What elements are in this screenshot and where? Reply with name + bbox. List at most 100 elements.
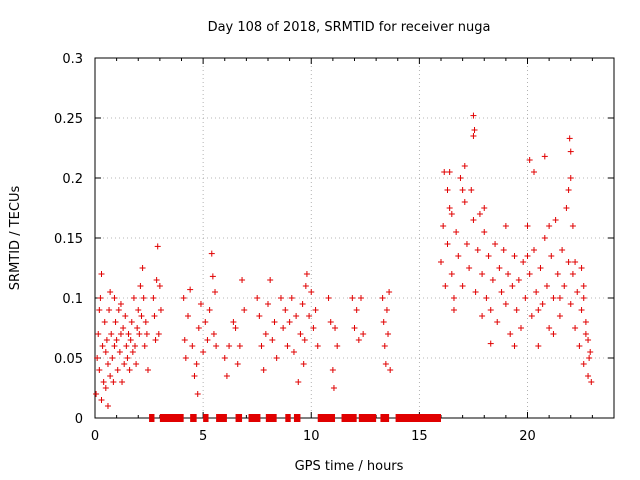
data-point (330, 385, 337, 391)
x-tick-label: 20 (519, 429, 536, 444)
data-point (448, 271, 455, 277)
data-point (312, 307, 319, 313)
data-point (273, 355, 280, 361)
data-point (130, 295, 137, 301)
data-point (535, 307, 542, 313)
data-point (520, 259, 527, 265)
data-point (530, 247, 537, 253)
data-point (123, 343, 130, 349)
data-point (96, 367, 103, 373)
data-point (260, 367, 267, 373)
data-point (453, 229, 460, 235)
data-point (455, 253, 462, 259)
data-point (471, 127, 478, 133)
data-point (379, 295, 386, 301)
data-point (303, 271, 310, 277)
data-point (509, 283, 516, 289)
data-point (522, 295, 529, 301)
data-point (98, 397, 105, 403)
data-point (100, 379, 107, 385)
data-point (114, 367, 121, 373)
data-point (481, 229, 488, 235)
data-point (221, 355, 228, 361)
y-tick-label: 0.2 (62, 172, 83, 187)
data-point (485, 253, 492, 259)
data-point (466, 265, 473, 271)
data-point (578, 265, 585, 271)
data-point (96, 307, 103, 313)
data-point (543, 283, 550, 289)
data-point (153, 277, 160, 283)
data-point (541, 235, 548, 241)
data-point (580, 283, 587, 289)
data-point (448, 211, 455, 217)
data-point (119, 379, 126, 385)
data-point (133, 361, 140, 367)
data-point (210, 331, 217, 337)
data-point (474, 247, 481, 253)
data-point (129, 349, 136, 355)
data-point (271, 319, 278, 325)
coverage-marker (190, 414, 197, 422)
data-point (103, 337, 110, 343)
data-point (585, 373, 592, 379)
data-point (193, 361, 200, 367)
data-point (136, 331, 143, 337)
data-point (154, 243, 161, 250)
data-point (116, 349, 123, 355)
data-point (470, 133, 477, 139)
data-point (459, 283, 466, 289)
data-point (526, 271, 533, 277)
data-point (483, 295, 490, 301)
data-point (290, 349, 297, 355)
data-point (511, 343, 518, 349)
data-point (134, 325, 141, 331)
data-point (327, 319, 334, 325)
data-point (208, 250, 215, 257)
x-tick-labels: 0 5 10 15 20 (91, 429, 536, 444)
data-point (98, 271, 105, 277)
data-point (197, 301, 204, 307)
data-point (582, 331, 589, 337)
data-point (329, 367, 336, 373)
data-point (511, 253, 518, 259)
data-point (184, 313, 191, 319)
data-point (513, 307, 520, 313)
data-point (181, 337, 188, 343)
data-point (546, 223, 553, 229)
data-point (457, 175, 464, 181)
data-point (550, 295, 557, 301)
data-point (556, 295, 563, 301)
data-point (386, 289, 393, 295)
data-point (230, 319, 237, 325)
data-point (502, 301, 509, 307)
data-point (200, 349, 207, 355)
data-point (127, 337, 134, 343)
data-point (267, 277, 274, 283)
data-point (202, 319, 209, 325)
coverage-marker (317, 414, 336, 422)
plot-frame (94, 57, 615, 419)
data-point (138, 313, 145, 319)
data-point (111, 343, 118, 349)
data-point (496, 265, 503, 271)
data-point (387, 367, 394, 373)
data-point (470, 112, 477, 119)
data-point (526, 157, 533, 163)
data-point (567, 301, 574, 307)
data-point (284, 343, 291, 349)
data-point (95, 331, 102, 337)
x-tick-label: 15 (411, 429, 428, 444)
data-point (113, 337, 120, 343)
data-point (124, 355, 131, 361)
data-point (258, 343, 265, 349)
data-point (151, 313, 158, 319)
data-point (574, 289, 581, 295)
data-point (468, 187, 475, 193)
data-point (472, 289, 479, 295)
data-point (155, 331, 162, 337)
data-point (383, 307, 390, 313)
data-point (212, 289, 219, 295)
data-point (476, 211, 483, 217)
